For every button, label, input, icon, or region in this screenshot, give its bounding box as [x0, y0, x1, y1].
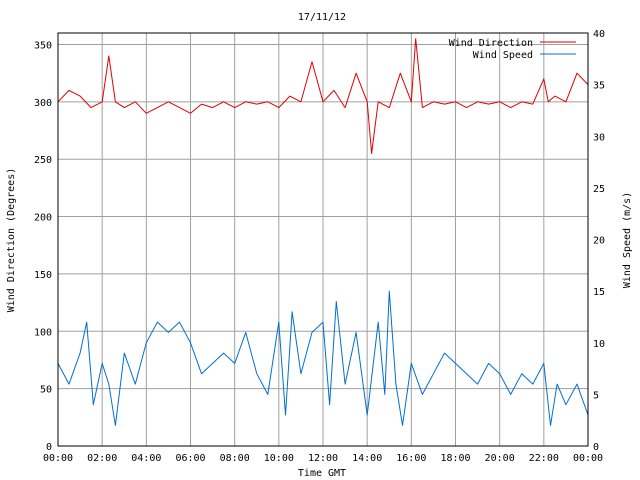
x-tick-label: 10:00 [264, 453, 294, 464]
x-tick-label: 16:00 [396, 453, 426, 464]
y-axis-label-right: Wind Speed (m/s) [622, 192, 633, 288]
y-left-tick-label: 50 [40, 385, 52, 396]
x-tick-label: 02:00 [87, 453, 117, 464]
y-right-tick-label: 35 [593, 81, 605, 92]
legend: Wind Direction Wind Speed [449, 38, 576, 61]
y-right-tick-label: 20 [593, 236, 605, 247]
legend-label-wind-speed: Wind Speed [473, 50, 533, 61]
y-left-tick-label: 100 [34, 327, 52, 338]
y-right-tick-label: 40 [593, 29, 605, 40]
y-axis-label-left: Wind Direction (Degrees) [6, 168, 17, 313]
x-tick-label: 14:00 [352, 453, 382, 464]
series-group [57, 38, 589, 426]
y-left-tick-label: 350 [34, 40, 52, 51]
y-right-tick-label: 5 [593, 390, 599, 401]
y-right-tick-label: 30 [593, 132, 605, 143]
x-tick-label: 06:00 [175, 453, 205, 464]
y-right-tick-label: 0 [593, 442, 599, 453]
y-left-tick-label: 200 [34, 213, 52, 224]
y-right-tick-label: 15 [593, 287, 605, 298]
legend-label-wind-direction: Wind Direction [449, 38, 533, 49]
tick-labels: 00:00 02:00 04:00 06:00 08:00 10:00 12:00 14:00… [34, 29, 605, 464]
y-left-tick-label: 0 [46, 442, 52, 453]
series-line-wind-speed [57, 290, 589, 426]
y-right-tick-label: 25 [593, 184, 605, 195]
x-tick-label: 00:00 [43, 453, 73, 464]
y-left-tick-label: 300 [34, 98, 52, 109]
y-right-tick-label: 10 [593, 339, 605, 350]
x-tick-label: 08:00 [220, 453, 250, 464]
x-tick-label: 20:00 [485, 453, 515, 464]
y-left-tick-label: 150 [34, 270, 52, 281]
x-tick-label: 04:00 [131, 453, 161, 464]
x-axis-label: Time GMT [298, 468, 346, 479]
x-tick-label: 18:00 [440, 453, 470, 464]
chart-title: 17/11/12 [298, 12, 346, 23]
y-left-tick-label: 250 [34, 155, 52, 166]
x-tick-label: 00:00 [573, 453, 603, 464]
series-line-wind-direction [57, 38, 589, 154]
x-tick-label: 22:00 [529, 453, 559, 464]
plot-frame [57, 32, 589, 447]
x-tick-label: 12:00 [308, 453, 338, 464]
